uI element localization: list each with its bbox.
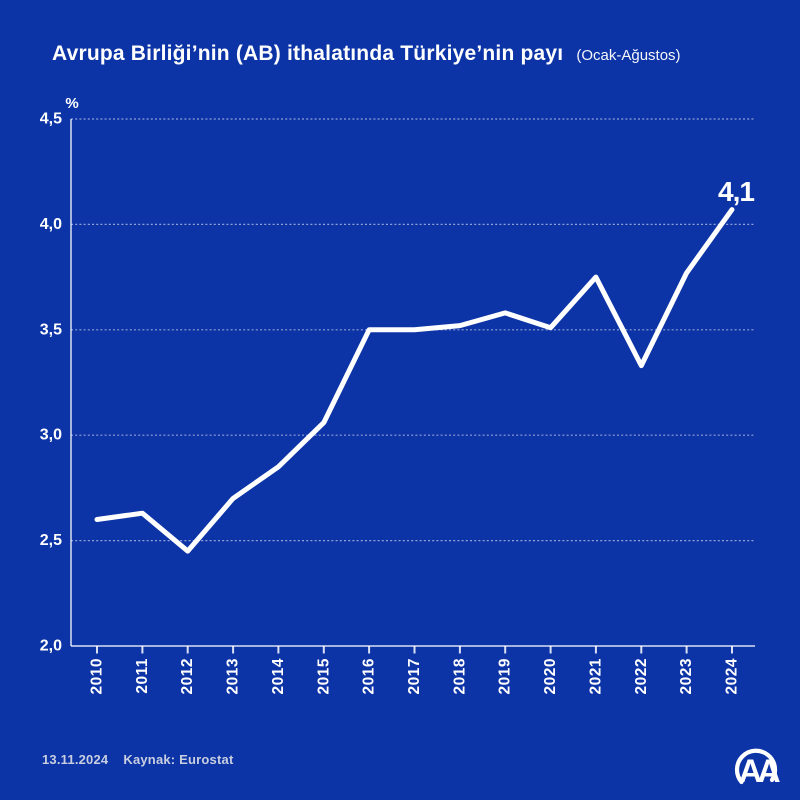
y-tick-label-2,5: 2,5 [40, 532, 62, 549]
unit-label: % [65, 95, 78, 112]
y-tick-label-3,0: 3,0 [40, 427, 62, 444]
x-tick-label-2019: 2019 [497, 658, 514, 694]
x-tick-label-2022: 2022 [633, 658, 650, 694]
x-tick-label-2014: 2014 [270, 658, 287, 694]
aa-logo-monogram: AA [739, 753, 781, 789]
x-tick-label-2011: 2011 [134, 658, 151, 694]
y-tick-label-4,5: 4,5 [40, 111, 62, 128]
x-tick-label-2017: 2017 [406, 658, 423, 694]
x-tick-label-2016: 2016 [361, 658, 378, 694]
last-value-label: 4,1 [718, 176, 754, 207]
x-tick-label-2015: 2015 [315, 658, 332, 694]
x-tick-label-2023: 2023 [678, 658, 695, 694]
source-label: Kaynak: Eurostat [123, 752, 234, 767]
x-tick-label-2018: 2018 [451, 658, 468, 694]
y-tick-label-2,0: 2,0 [40, 638, 62, 655]
chart-subtitle: (Ocak-Ağustos) [576, 47, 681, 64]
x-tick-label-2020: 2020 [542, 658, 559, 694]
x-tick-label-2012: 2012 [179, 658, 196, 694]
x-tick-label-2013: 2013 [225, 658, 242, 694]
x-tick-label-2024: 2024 [724, 658, 741, 694]
y-tick-label-4,0: 4,0 [40, 216, 62, 233]
x-tick-label-2021: 2021 [587, 658, 604, 694]
aa-logo-circle-arc [734, 748, 778, 785]
data-line [94, 207, 735, 554]
publish-date: 13.11.2024 [42, 752, 109, 767]
y-tick-label-3,5: 3,5 [40, 321, 62, 338]
chart-title: Avrupa Birliği’nin (AB) ithalatında Türk… [52, 42, 564, 65]
aa-logo: AA [734, 748, 785, 789]
chart-header: Avrupa Birliği’nin (AB) ithalatında Türk… [52, 42, 770, 66]
x-tick-label-2010: 2010 [89, 658, 106, 694]
chart-footer: 13.11.2024 Kaynak: Eurostat [42, 752, 233, 767]
